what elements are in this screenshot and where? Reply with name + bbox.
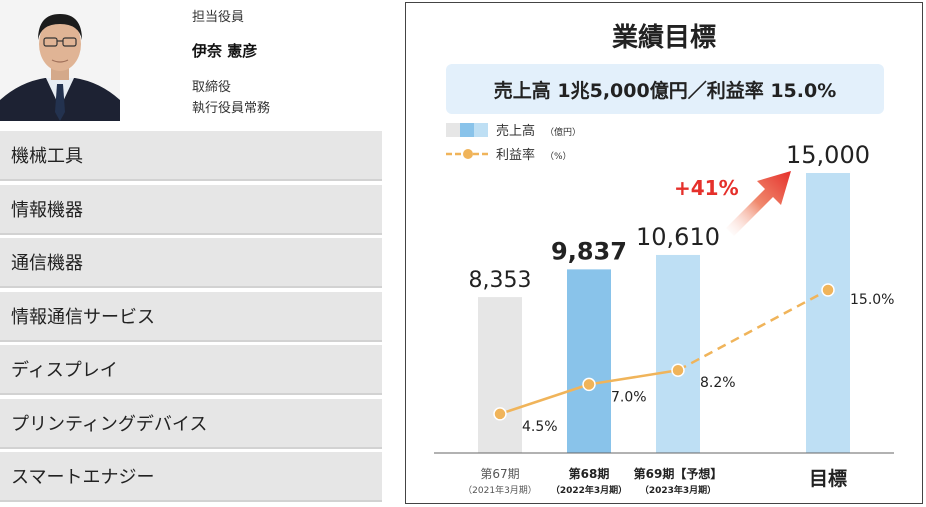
segment-item-printing-devices[interactable]: プリンティングデバイス (0, 398, 382, 449)
legend-swatch-margin-marker (463, 149, 473, 159)
legend-unit-sales: （億円） (545, 126, 581, 138)
segment-item-ict-services[interactable]: 情報通信サービス (0, 291, 382, 342)
officer-title-line1: 取締役 (192, 80, 232, 95)
margin-label-2: 8.2% (700, 375, 736, 391)
category-label-0: 第67期 (480, 467, 519, 481)
bar-sales-0 (478, 297, 522, 453)
margin-label-3: 15.0% (850, 292, 894, 308)
legend-swatch-sales-blue (460, 123, 474, 137)
margin-point-1 (582, 377, 596, 392)
legend-unit-margin: （%） (545, 151, 572, 162)
bar-label-sales-3: 15,000 (786, 141, 870, 169)
bar-label-sales-2: 10,610 (636, 223, 720, 251)
chart-svg: 売上高 （億円） 利益率 （%） 8,353 9,837 10,610 15,000 第67期 （… (434, 123, 894, 496)
legend-swatch-sales-grey (446, 123, 460, 137)
margin-point-2 (671, 363, 685, 377)
officer-role-label: 担当役員 (192, 10, 245, 25)
bar-label-sales-0: 8,353 (469, 268, 532, 293)
segment-item-smart-energy[interactable]: スマートエナジー (0, 452, 382, 502)
category-label-3: 目標 (809, 467, 847, 490)
growth-arrow (726, 171, 791, 236)
bar-label-sales-1: 9,837 (551, 237, 627, 265)
officer-name: 伊奈 憲彦 (192, 42, 258, 60)
bar-sales-3 (806, 173, 850, 453)
officer-portrait (0, 0, 120, 121)
margin-point-3 (821, 283, 835, 297)
bar-sales-2 (656, 254, 700, 453)
segment-list: 機械工具 情報機器 通信機器 情報通信サービス ディスプレイ プリンティングデバ… (0, 131, 382, 506)
segment-item-communication-equipment[interactable]: 通信機器 (0, 238, 382, 288)
legend-swatch-sales-light (474, 123, 488, 137)
margin-line-target (677, 288, 829, 372)
segment-item-machine-tools[interactable]: 機械工具 (0, 131, 382, 181)
segment-item-display[interactable]: ディスプレイ (0, 345, 382, 395)
officer-photo (0, 0, 120, 121)
chart-panel: 業績目標 売上高 1兆5,000億円／利益率 15.0% 売上高 （億円） 利益率 （… (405, 2, 923, 504)
officer-title-line2: 執行役員常務 (192, 101, 271, 116)
margin-label-1: 7.0% (611, 389, 647, 405)
margin-point-0 (493, 407, 507, 421)
legend-label-margin: 利益率 (496, 147, 535, 163)
category-sublabel-0: （2021年3月期） (463, 484, 537, 496)
bar-sales-1 (567, 269, 611, 453)
segment-item-information-equipment[interactable]: 情報機器 (0, 184, 382, 235)
category-sublabel-1: （2022年3月期） (551, 484, 627, 496)
officer-info: 担当役員 伊奈 憲彦 取締役 執行役員常務 (192, 0, 382, 125)
target-banner: 売上高 1兆5,000億円／利益率 15.0% (446, 64, 884, 114)
margin-label-0: 4.5% (522, 419, 558, 435)
category-sublabel-2: （2023年3月期） (640, 484, 716, 496)
category-label-2: 第69期【予想】 (634, 466, 723, 481)
chart-title: 業績目標 (611, 23, 716, 53)
legend-label-sales: 売上高 (496, 123, 535, 139)
category-label-1: 第68期 (569, 466, 610, 481)
growth-annotation: +41% (674, 176, 739, 200)
